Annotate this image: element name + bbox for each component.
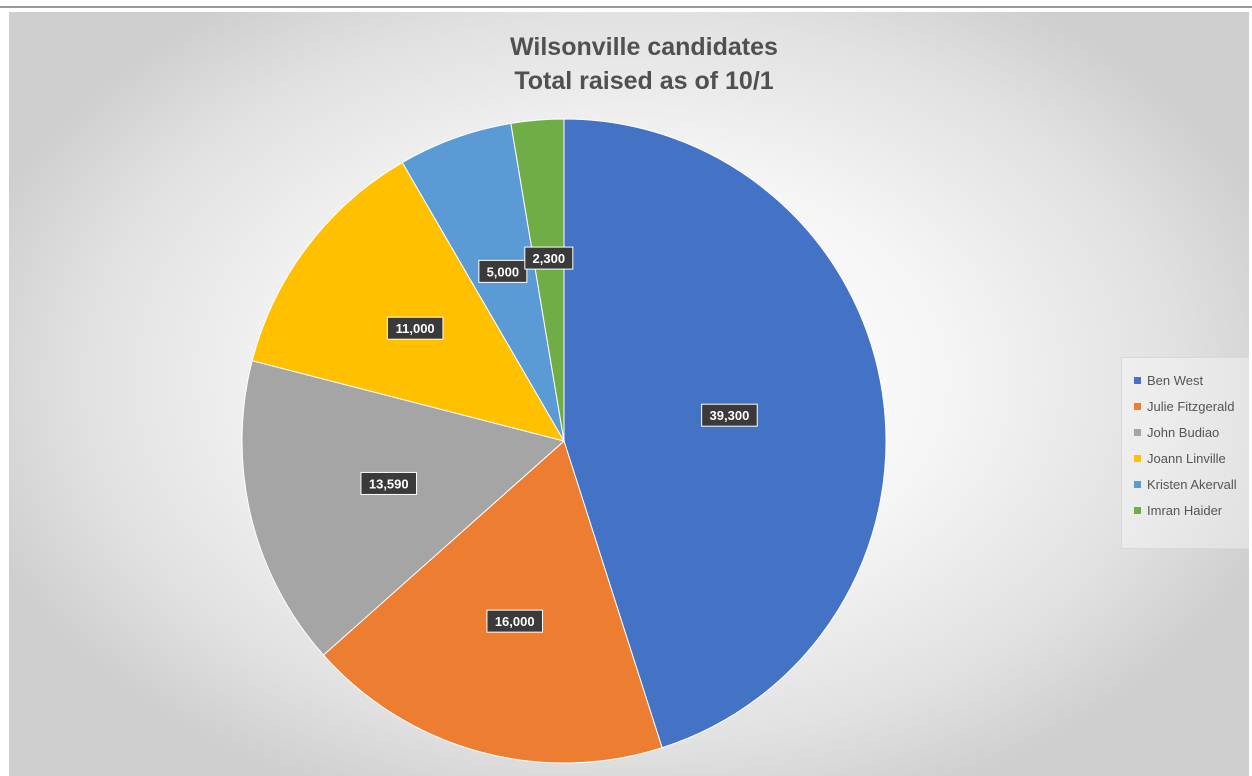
legend-swatch (1134, 480, 1141, 488)
legend-swatch (1134, 376, 1141, 384)
legend-label: Joann Linville (1147, 450, 1226, 466)
legend-item-julie-fitzgerald[interactable]: Julie Fitzgerald (1134, 395, 1234, 417)
legend-item-john-budiao[interactable]: John Budiao (1134, 421, 1219, 443)
pie-slice-joann-linville[interactable] (251, 161, 566, 442)
chart-title: Wilsonville candidates Total raised as o… (9, 30, 1249, 98)
data-label-ben-west: 39,300 (701, 403, 758, 427)
pie-slice-ben-west[interactable] (563, 118, 887, 749)
svg-text:16,000: 16,000 (495, 614, 535, 629)
pie-slice-imran-haider[interactable] (510, 118, 565, 442)
chart-title-line-2: Total raised as of 10/1 (514, 67, 774, 95)
legend-swatch (1134, 454, 1141, 462)
pie-slice-john-budiao[interactable] (241, 360, 566, 656)
data-label-kristen-akervall: 5,000 (478, 259, 528, 283)
data-label-imran-haider: 2,300 (524, 246, 574, 270)
data-label-julie-fitzgerald: 16,000 (486, 609, 544, 633)
legend-label: Ben West (1147, 372, 1204, 388)
svg-text:11,000: 11,000 (396, 321, 435, 336)
pie-slice-julie-fitzgerald[interactable] (322, 440, 663, 764)
legend-label: John Budiao (1147, 424, 1220, 440)
legend-item-imran-haider[interactable]: Imran Haider (1134, 499, 1222, 521)
legend-swatch (1134, 402, 1141, 410)
legend-item-ben-west[interactable]: Ben West (1134, 369, 1203, 391)
pie-chart: 39,300 16,000 13,590 11,000 5,000 2,300 (241, 118, 887, 764)
legend-item-joann-linville[interactable]: Joann Linville (1134, 447, 1226, 469)
top-border (0, 0, 1252, 10)
legend-label: Julie Fitzgerald (1147, 398, 1235, 414)
legend-label: Imran Haider (1147, 502, 1223, 518)
svg-text:2,300: 2,300 (533, 251, 566, 266)
svg-text:39,300: 39,300 (710, 408, 750, 423)
top-divider (0, 6, 1252, 8)
data-label-john-budiao: 13,590 (360, 471, 418, 495)
svg-text:13,590: 13,590 (369, 476, 409, 491)
legend-item-kristen-akervall[interactable]: Kristen Akervall (1134, 473, 1237, 495)
chart-legend: Ben West Julie Fitzgerald John Budiao Joann… (1121, 357, 1249, 549)
legend-label: Kristen Akervall (1147, 476, 1237, 492)
data-label-joann-linville: 11,000 (386, 316, 444, 340)
legend-swatch (1134, 428, 1141, 436)
svg-text:5,000: 5,000 (487, 264, 520, 279)
chart-title-line-1: Wilsonville candidates (510, 33, 778, 61)
chart-area: Wilsonville candidates Total raised as o… (9, 12, 1249, 776)
legend-swatch (1134, 506, 1141, 514)
